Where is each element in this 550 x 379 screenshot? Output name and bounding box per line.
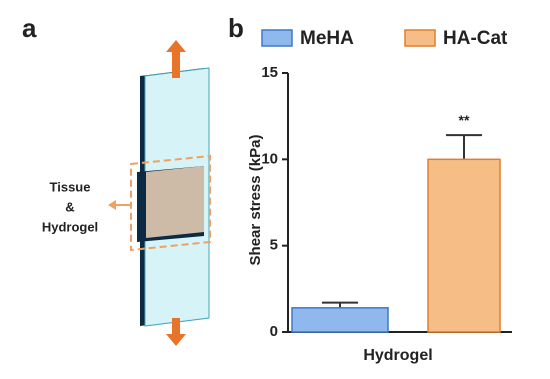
highlight-box <box>130 154 211 252</box>
y-tick-label: 15 <box>261 64 278 81</box>
y-tick-label: 5 <box>270 237 278 254</box>
bar <box>427 158 501 333</box>
y-axis-label: Shear stress (kPa) <box>247 135 264 266</box>
y-tick-label: 0 <box>270 323 278 340</box>
diagram-label: Tissue <box>50 179 91 194</box>
panel-label: b <box>228 13 244 43</box>
y-tick-label: 10 <box>261 150 278 167</box>
diagram: Tissue & Hydrogel <box>42 40 211 346</box>
pointer-head <box>108 200 116 210</box>
legend-swatch <box>404 29 436 47</box>
legend-swatch <box>261 29 293 47</box>
panel-label: a <box>22 13 37 43</box>
arrow-up <box>166 40 186 78</box>
diagram-label: & <box>65 199 74 214</box>
arrow-down <box>166 318 186 346</box>
tissue <box>146 166 204 238</box>
legend-label: MeHA <box>300 28 354 49</box>
diagram-label: Hydrogel <box>42 219 98 234</box>
bar <box>291 307 389 333</box>
x-axis-label: Hydrogel <box>363 347 432 364</box>
annotation: ** <box>459 112 470 128</box>
legend-label: HA-Cat <box>443 28 508 49</box>
